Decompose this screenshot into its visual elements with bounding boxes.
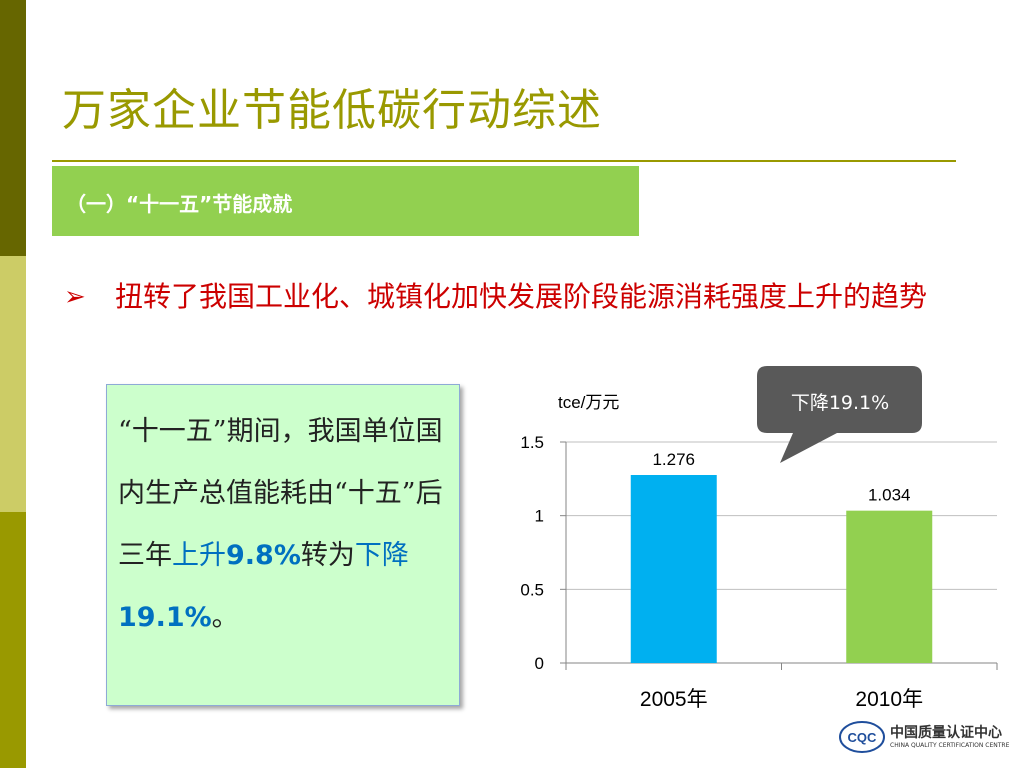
bar-2 — [846, 510, 933, 663]
logo-name-en: CHINA QUALITY CERTIFICATION CENTRE — [890, 742, 1010, 749]
data-label-1: 1.276 — [652, 450, 695, 469]
info-text-part2: 转为 — [300, 540, 355, 571]
info-text: “十一五”期间，我国单位国内生产总值能耗由“十五”后三年上升9.8%转为下降 19… — [118, 401, 446, 649]
x-category-label-2: 2010年 — [855, 688, 923, 711]
y-tick-label: 0 — [535, 654, 544, 673]
bar-chart: tce/万元 0 0.5 1 1.5 1.276 2005年 1.034 2010年 — [520, 393, 998, 711]
info-up-highlight: 上升9.8% — [172, 540, 301, 571]
info-down-highlight: 下降 19.1% — [118, 540, 409, 633]
section-header-bar: （一）“十一五”节能成就 — [52, 166, 639, 236]
cqc-logo-mark: CQC — [839, 721, 885, 753]
info-down-value: 19.1% — [118, 602, 212, 633]
x-category-label-1: 2005年 — [640, 688, 708, 711]
section-label: （一）“十一五”节能成就 — [66, 192, 293, 216]
info-up-value: 9.8% — [226, 540, 301, 571]
cqc-logo-mark-text: CQC — [848, 730, 878, 745]
callout-bubble — [757, 366, 922, 463]
y-tick-label: 0.5 — [520, 580, 544, 599]
info-box: “十一五”期间，我国单位国内生产总值能耗由“十五”后三年上升9.8%转为下降 19… — [106, 384, 460, 706]
logo-name-cn: 中国质量认证中心 — [890, 725, 1002, 741]
data-label-2: 1.034 — [868, 486, 911, 505]
info-text-part3: 。 — [211, 602, 239, 633]
slide-title: 万家企业节能低碳行动综述 — [62, 85, 602, 136]
y-axis-unit-label: tce/万元 — [558, 393, 619, 412]
left-stripe-top — [0, 0, 26, 256]
bullet-text: 扭转了我国工业化、城镇化加快发展阶段能源消耗强度上升的趋势 — [115, 280, 928, 313]
y-tick-label: 1 — [535, 507, 544, 526]
bar-1 — [630, 475, 717, 663]
info-up-word: 上升 — [172, 540, 226, 571]
info-text-part1: “十一五”期间，我国单位国内生产总值能耗由“十五”后三年 — [118, 416, 443, 571]
left-stripe-bottom — [0, 512, 26, 768]
left-stripe-middle — [0, 256, 26, 512]
info-down-word: 下降 — [354, 540, 409, 571]
title-divider — [52, 160, 956, 162]
y-tick-label: 1.5 — [520, 433, 544, 452]
cqc-logo: CQC 中国质量认证中心 CHINA QUALITY CERTIFICATION… — [838, 718, 1016, 758]
callout-text: 下降19.1% — [790, 392, 890, 414]
bullet-arrow-icon: ➢ — [64, 282, 86, 312]
callout-shape — [757, 366, 922, 463]
